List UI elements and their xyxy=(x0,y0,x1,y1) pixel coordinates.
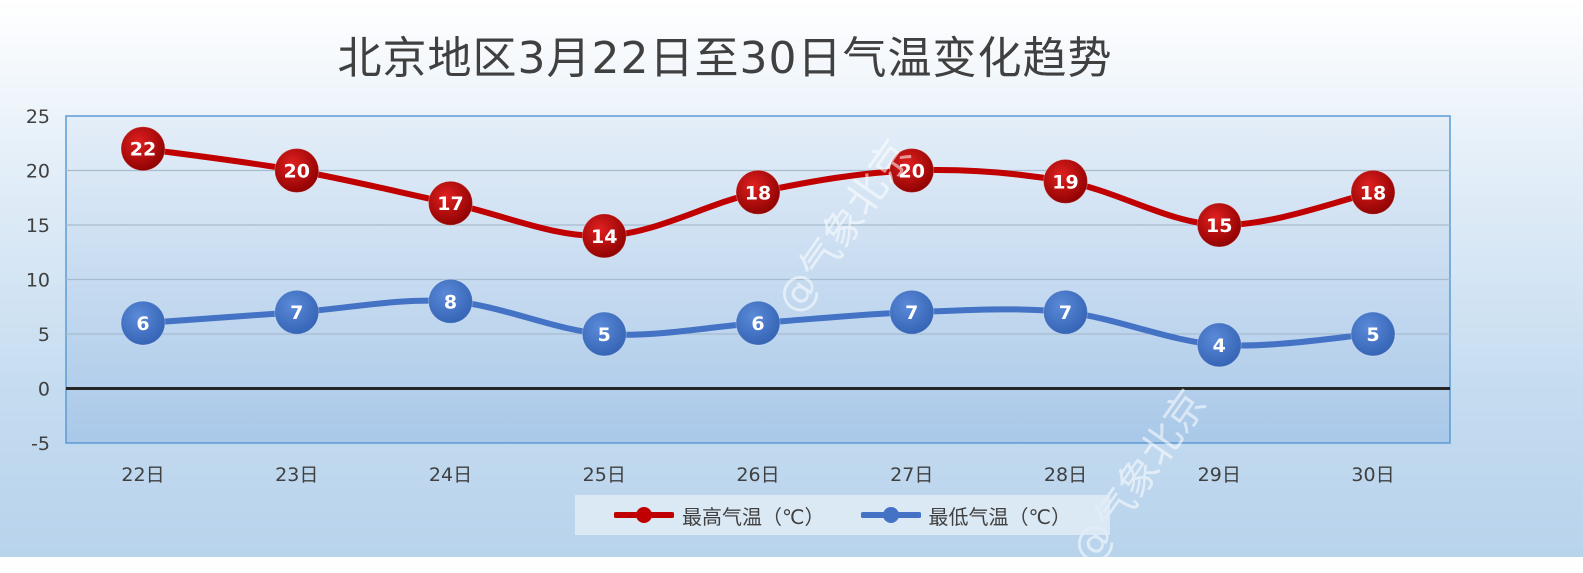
data-label-high: 19 xyxy=(1052,171,1078,193)
chart: 北京地区3月22日至30日气温变化趋势 25 20 15 10 5 0 -5 22日 23日 24… xyxy=(25,33,1451,535)
x-tick-label: 30日 xyxy=(1351,464,1394,486)
data-label-low: 6 xyxy=(751,313,764,335)
data-point-high xyxy=(120,126,166,172)
legend: 最高气温（℃） 最低气温（℃） xyxy=(575,495,1110,535)
data-point-high xyxy=(428,180,473,226)
data-point-high xyxy=(1196,202,1242,248)
legend-item-high: 最高气温（℃） xyxy=(614,501,825,530)
x-tick-label: 23日 xyxy=(275,464,318,486)
legend-marker-high xyxy=(614,507,675,523)
legend-label-low: 最低气温（℃） xyxy=(928,504,1071,529)
data-point-low xyxy=(1043,289,1088,335)
data-point-low xyxy=(889,289,935,335)
chart-plot: 25 20 15 10 5 0 -5 22日 23日 24日 25日 26日 27日 28日 29日 30日 2… xyxy=(26,106,1451,486)
data-label-high: 18 xyxy=(1360,182,1386,204)
data-point-low xyxy=(735,300,781,346)
data-label-high: 20 xyxy=(284,161,310,183)
data-label-low: 7 xyxy=(1059,302,1072,324)
data-point-high xyxy=(1043,158,1088,204)
data-label-high: 22 xyxy=(130,139,156,161)
data-label-high: 20 xyxy=(899,161,925,183)
data-point-low xyxy=(581,311,627,357)
y-tick-label: 5 xyxy=(38,324,50,346)
x-tick-label: 22日 xyxy=(121,464,164,486)
x-tick-label: 24日 xyxy=(429,464,472,486)
chart-title: 北京地区3月22日至30日气温变化趋势 xyxy=(337,33,1113,84)
data-point-low xyxy=(120,300,166,346)
y-tick-label: -5 xyxy=(31,433,50,455)
y-tick-label: 20 xyxy=(26,161,50,183)
data-label-low: 8 xyxy=(444,291,457,313)
data-point-low xyxy=(1350,311,1396,357)
legend-item-low: 最低气温（℃） xyxy=(860,501,1071,530)
data-point-high xyxy=(735,169,781,215)
data-point-low xyxy=(428,278,473,324)
y-tick-label: 10 xyxy=(26,270,50,292)
y-tick-label: 0 xyxy=(38,379,50,401)
x-tick-label: 27日 xyxy=(890,464,933,486)
data-point-low xyxy=(1196,322,1242,368)
data-label-high: 14 xyxy=(591,226,617,248)
data-label-low: 5 xyxy=(1366,324,1379,346)
legend-label-high: 最高气温（℃） xyxy=(682,504,825,529)
data-label-low: 7 xyxy=(905,302,918,324)
data-label-low: 4 xyxy=(1213,335,1226,357)
data-label-high: 15 xyxy=(1206,215,1232,237)
y-tick-label: 15 xyxy=(26,215,50,237)
data-point-high xyxy=(274,148,320,193)
x-tick-label: 28日 xyxy=(1044,464,1087,486)
data-label-low: 6 xyxy=(136,313,149,335)
data-label-high: 17 xyxy=(437,193,463,215)
data-point-high xyxy=(889,148,935,193)
x-tick-label: 26日 xyxy=(736,464,779,486)
data-point-high xyxy=(581,213,627,259)
x-tick-label: 29日 xyxy=(1198,464,1241,486)
legend-marker-low xyxy=(860,507,921,523)
data-label-high: 18 xyxy=(745,182,771,204)
data-label-low: 5 xyxy=(598,324,611,346)
data-point-low xyxy=(274,289,320,335)
x-tick-label: 25日 xyxy=(583,464,626,486)
data-point-high xyxy=(1350,169,1396,215)
data-label-low: 7 xyxy=(290,302,303,324)
y-tick-label: 25 xyxy=(26,106,50,128)
